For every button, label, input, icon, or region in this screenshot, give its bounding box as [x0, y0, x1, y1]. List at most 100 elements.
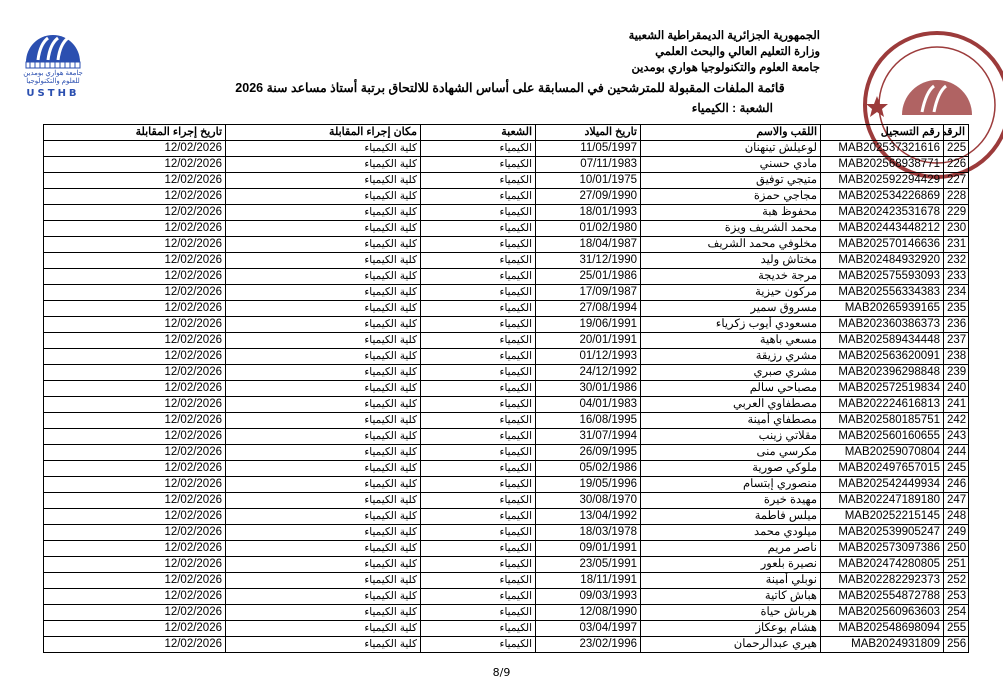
col-header-interview-place: مكان إجراء المقابلة — [225, 124, 421, 141]
usthb-logo — [25, 35, 81, 69]
cell-name: مشري صبري — [640, 364, 821, 381]
cell-registration: MAB202497657015 — [820, 460, 944, 477]
cell-birthdate: 03/04/1997 — [535, 620, 641, 637]
table-row: 242 MAB202580185751 مصطفاي أمينة 16/08/1995… — [43, 412, 969, 429]
table-row: 240 MAB202572519834 مصباحي سالم 30/01/1986 ا… — [43, 380, 969, 397]
cell-birthdate: 27/09/1990 — [535, 188, 641, 205]
cell-branch: الكيمياء — [420, 540, 536, 557]
cell-branch: الكيمياء — [420, 508, 536, 525]
cell-number: 242 — [943, 412, 969, 429]
cell-interview-place: كلية الكيمياء — [225, 380, 421, 397]
cell-interview-date: 12/02/2026 — [43, 396, 226, 413]
cell-interview-date: 12/02/2026 — [43, 332, 226, 349]
cell-number: 245 — [943, 460, 969, 477]
cell-interview-date: 12/02/2026 — [43, 620, 226, 637]
cell-interview-date: 12/02/2026 — [43, 316, 226, 333]
table-row: 243 MAB202560160655 مقلاتي زينب 31/07/1994 ا… — [43, 428, 969, 445]
col-header-birthdate: تاريخ الميلاد — [535, 124, 641, 141]
cell-number: 244 — [943, 444, 969, 461]
cell-branch: الكيمياء — [420, 204, 536, 221]
table-row: 230 MAB202443448212 محمد الشريف ويزة 01/02/… — [43, 220, 969, 237]
col-header-name: اللقب والاسم — [640, 124, 821, 141]
cell-number: 249 — [943, 524, 969, 541]
cell-number: 233 — [943, 268, 969, 285]
cell-birthdate: 23/05/1991 — [535, 556, 641, 573]
cell-registration: MAB202360386373 — [820, 316, 944, 333]
cell-birthdate: 17/09/1987 — [535, 284, 641, 301]
table-row: 227 MAB202592294429 متيجي توفيق 10/01/1975 ا… — [43, 172, 969, 189]
table-row: 249 MAB202539905247 ميلودي محمد 18/03/1978 ا… — [43, 524, 969, 541]
cell-name: هباش كاتية — [640, 588, 821, 605]
cell-interview-date: 12/02/2026 — [43, 524, 226, 541]
cell-birthdate: 27/08/1994 — [535, 300, 641, 317]
cell-branch: الكيمياء — [420, 572, 536, 589]
cell-interview-place: كلية الكيمياء — [225, 444, 421, 461]
cell-branch: الكيمياء — [420, 188, 536, 205]
cell-interview-place: كلية الكيمياء — [225, 428, 421, 445]
cell-interview-place: كلية الكيمياء — [225, 636, 421, 653]
branch-label: الشعبة : الكيمياء — [691, 101, 773, 115]
cell-name: مهيدة خيرة — [640, 492, 821, 509]
cell-registration: MAB202548698094 — [820, 620, 944, 637]
col-header-registration: رقم التسجيل — [820, 124, 944, 141]
table-row: 234 MAB202556334383 مركون حيزية 17/09/1987 ا… — [43, 284, 969, 301]
cell-registration: MAB202560160655 — [820, 428, 944, 445]
cell-branch: الكيمياء — [420, 332, 536, 349]
cell-interview-date: 12/02/2026 — [43, 572, 226, 589]
cell-name: محفوظ هبة — [640, 204, 821, 221]
cell-interview-date: 12/02/2026 — [43, 204, 226, 221]
cell-branch: الكيمياء — [420, 556, 536, 573]
cell-name: مرجة خديجة — [640, 268, 821, 285]
cell-registration: MAB202443448212 — [820, 220, 944, 237]
cell-registration: MAB202575593093 — [820, 268, 944, 285]
cell-branch: الكيمياء — [420, 604, 536, 621]
cell-name: مكرسي منى — [640, 444, 821, 461]
logo-text: USTHB — [26, 88, 80, 99]
cell-interview-date: 12/02/2026 — [43, 604, 226, 621]
cell-name: محمد الشريف ويزة — [640, 220, 821, 237]
cell-interview-date: 12/02/2026 — [43, 556, 226, 573]
cell-registration: MAB202247189180 — [820, 492, 944, 509]
cell-interview-place: كلية الكيمياء — [225, 348, 421, 365]
cell-interview-place: كلية الكيمياء — [225, 396, 421, 413]
cell-birthdate: 19/06/1991 — [535, 316, 641, 333]
cell-interview-date: 12/02/2026 — [43, 476, 226, 493]
cell-birthdate: 13/04/1992 — [535, 508, 641, 525]
table-row: 247 MAB202247189180 مهيدة خيرة 30/08/1970 ال… — [43, 492, 969, 509]
cell-branch: الكيمياء — [420, 492, 536, 509]
cell-number: 251 — [943, 556, 969, 573]
cell-birthdate: 04/01/1983 — [535, 396, 641, 413]
cell-name: هشام بوعكاز — [640, 620, 821, 637]
cell-interview-place: كلية الكيمياء — [225, 604, 421, 621]
cell-name: مسروق سمير — [640, 300, 821, 317]
table-header-row: الرقم رقم التسجيل اللقب والاسم تاريخ الم… — [43, 124, 969, 141]
cell-interview-date: 12/02/2026 — [43, 588, 226, 605]
cell-interview-date: 12/02/2026 — [43, 348, 226, 365]
cell-interview-place: كلية الكيمياء — [225, 524, 421, 541]
cell-birthdate: 30/01/1986 — [535, 380, 641, 397]
cell-interview-place: كلية الكيمياء — [225, 284, 421, 301]
cell-number: 227 — [943, 172, 969, 189]
cell-name: ملوكي صورية — [640, 460, 821, 477]
cell-birthdate: 31/07/1994 — [535, 428, 641, 445]
cell-name: متيجي توفيق — [640, 172, 821, 189]
cell-name: مسعي باهية — [640, 332, 821, 349]
cell-registration: MAB202534226869 — [820, 188, 944, 205]
cell-birthdate: 09/03/1993 — [535, 588, 641, 605]
table-row: 233 MAB202575593093 مرجة خديجة 25/01/1986 ال… — [43, 268, 969, 285]
cell-birthdate: 07/11/1983 — [535, 156, 641, 173]
cell-registration: MAB202570146636 — [820, 236, 944, 253]
cell-registration: MAB2024931809 — [820, 636, 944, 653]
cell-interview-date: 12/02/2026 — [43, 460, 226, 477]
table-row: 229 MAB202423531678 محفوظ هبة 18/01/1993 الك… — [43, 204, 969, 221]
table-row: 236 MAB202360386373 مسعودي أيوب زكرياء 19/0… — [43, 316, 969, 333]
cell-branch: الكيمياء — [420, 348, 536, 365]
table-row: 245 MAB202497657015 ملوكي صورية 05/02/1986 ا… — [43, 460, 969, 477]
cell-number: 254 — [943, 604, 969, 621]
cell-branch: الكيمياء — [420, 236, 536, 253]
table-row: 239 MAB202396298848 مشري صبري 24/12/1992 الك… — [43, 364, 969, 381]
cell-registration: MAB202474280805 — [820, 556, 944, 573]
cell-interview-place: كلية الكيمياء — [225, 476, 421, 493]
table-body: 225 MAB202537321616 لوعيلش تينهنان 11/05/19… — [43, 140, 969, 653]
cell-branch: الكيمياء — [420, 460, 536, 477]
